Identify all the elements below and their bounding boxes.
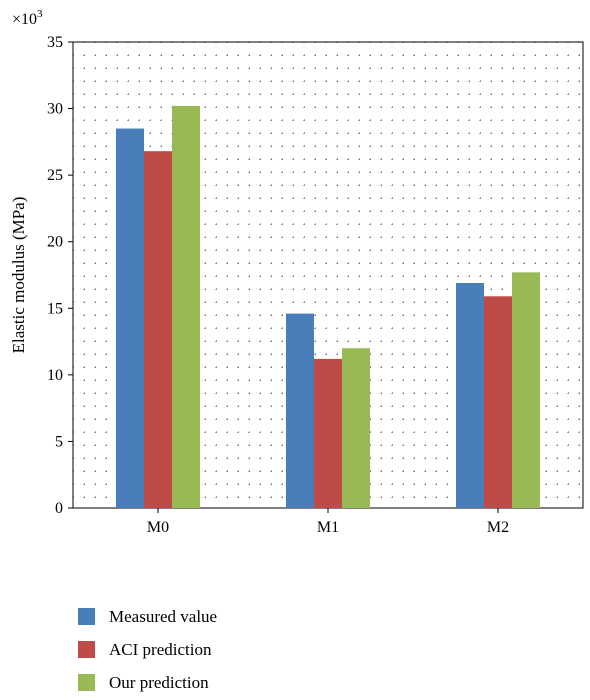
legend-item-aci: ACI prediction [78,633,217,666]
y-tick-label: 20 [47,234,63,251]
y-axis-label: Elastic modulus (MPa) [9,197,28,354]
bar-m2-series-3 [512,272,540,508]
legend-swatch-aci [78,641,95,658]
bar-m1-series-3 [342,348,370,508]
bar-chart: 0 5 10 15 20 25 30 35 M0 M1 M2 Elastic modulus (M… [9,8,584,536]
legend-swatch-measured [78,608,95,625]
y-tick-label: 35 [47,34,63,51]
bar-m0-series-2 [144,151,172,509]
x-tick-label: M1 [317,519,339,536]
x-tick-label: M2 [487,519,509,536]
bars [116,105,540,509]
y-tick-label: 25 [47,167,63,184]
y-tick-label: 30 [47,101,63,118]
y-tick-label: 5 [55,433,63,450]
legend-item-measured: Measured value [78,600,217,633]
y-tick-label: 0 [55,500,63,517]
legend-label-measured: Measured value [109,606,218,626]
legend-item-ours: Our prediction [78,666,217,699]
legend: Measured value ACI prediction Our predic… [78,600,217,699]
y-axis-multiplier-exponent: 3 [37,8,43,20]
bar-m0-series-1 [116,128,144,509]
legend-swatch-ours [78,674,95,691]
y-axis-multiplier: ×103 [12,8,43,28]
bar-m1-series-2 [314,358,342,508]
bar-m0-series-3 [172,105,200,508]
y-ticks: 0 5 10 15 20 25 30 35 [47,34,73,517]
bar-m2-series-1 [456,282,484,508]
x-ticks: M0 M1 M2 [147,508,509,536]
legend-label-ours: Our prediction [109,672,209,692]
bar-m2-series-2 [484,296,512,508]
y-tick-label: 15 [47,300,63,317]
legend-label-aci: ACI prediction [109,639,212,659]
x-tick-label: M0 [147,519,169,536]
bar-m1-series-1 [286,313,314,508]
y-tick-label: 10 [47,367,63,384]
